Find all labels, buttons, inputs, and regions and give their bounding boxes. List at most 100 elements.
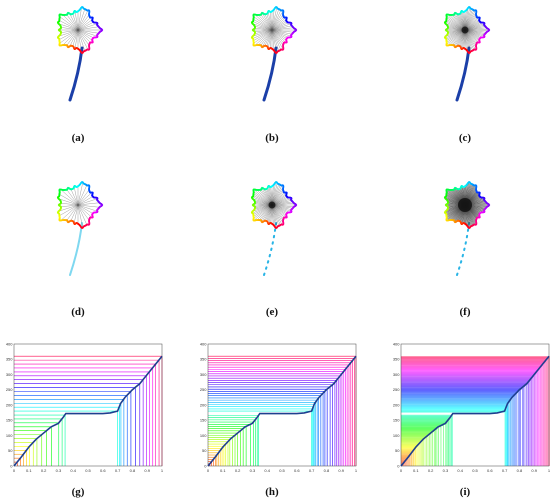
x-tick-label: 0.2 xyxy=(235,468,241,473)
panel-caption-g: (g) xyxy=(71,486,85,498)
leaf-panel-b xyxy=(250,6,298,102)
plot-frame xyxy=(207,343,357,467)
x-tick-label: 1 xyxy=(355,468,358,473)
x-tick-label: 0.2 xyxy=(41,468,47,473)
panel-caption-i: (i) xyxy=(459,486,471,498)
leaf-outline xyxy=(443,6,491,54)
x-tick-label: 0.7 xyxy=(502,468,508,473)
y-tick-label: 50 xyxy=(8,448,13,453)
y-tick-label: 200 xyxy=(200,402,207,407)
x-tick-label: 0.8 xyxy=(130,468,136,473)
x-tick-label: 0.1 xyxy=(413,468,419,473)
y-tick-label: 50 xyxy=(395,448,400,453)
x-tick-label: 0.1 xyxy=(220,468,226,473)
leaf-stem xyxy=(455,46,471,102)
step-plot-g: 0 0.1 0.2 0.3 0.4 0.5 0.6 0.7 0.8 0.9 1 0 50 100 150 20… xyxy=(6,341,164,473)
cumulative-curve xyxy=(400,355,550,467)
leaf-outline xyxy=(250,6,298,54)
x-tick-label: 0 xyxy=(13,468,16,473)
x-tick-label: 0.9 xyxy=(144,468,150,473)
y-tick-label: 300 xyxy=(6,372,13,377)
y-tick-label: 300 xyxy=(200,372,207,377)
x-tick-label: 0.6 xyxy=(487,468,493,473)
y-tick-label: 0 xyxy=(10,463,13,468)
leaf-panel-f xyxy=(443,181,491,276)
x-tick-label: 0.9 xyxy=(531,468,537,473)
y-tick-label: 100 xyxy=(200,433,207,438)
projection-lines xyxy=(401,356,550,467)
x-tick-label: 1 xyxy=(161,468,164,473)
y-tick-label: 50 xyxy=(202,448,207,453)
panel-caption-c: (c) xyxy=(458,132,472,144)
leaf-rays xyxy=(58,7,103,53)
panel-caption-a: (a) xyxy=(71,132,85,144)
y-tick-label: 150 xyxy=(393,418,400,423)
leaf-outline xyxy=(56,6,104,54)
y-tick-label: 350 xyxy=(6,357,13,362)
y-tick-label: 0 xyxy=(397,463,400,468)
step-plot-i: 0 0.1 0.2 0.3 0.4 0.5 0.6 0.7 0.8 0.9 1 0 50 100 150 20… xyxy=(393,341,550,473)
panel-caption-h: (h) xyxy=(265,486,279,498)
x-tick-label: 0.5 xyxy=(279,468,285,473)
x-tick-label: 0.4 xyxy=(70,468,76,473)
leaf-rays xyxy=(445,7,489,53)
x-tick-label: 0.4 xyxy=(264,468,270,473)
x-tick-label: 0.7 xyxy=(115,468,121,473)
y-tick-label: 300 xyxy=(393,372,400,377)
projection-lines xyxy=(208,355,357,466)
y-tick-label: 100 xyxy=(393,433,400,438)
leaf-stem xyxy=(69,222,83,276)
x-tick-label: 0 xyxy=(207,468,210,473)
leaf-outline xyxy=(250,181,298,229)
y-tick-label: 400 xyxy=(6,341,13,346)
y-tick-label: 150 xyxy=(200,418,207,423)
x-tick-label: 0.3 xyxy=(250,468,256,473)
y-tick-label: 400 xyxy=(200,341,207,346)
y-tick-label: 200 xyxy=(393,402,400,407)
x-tick-label: 0.2 xyxy=(428,468,434,473)
plot-frame xyxy=(400,343,550,467)
x-tick-label: 0.8 xyxy=(517,468,523,473)
x-tick-label: 0.5 xyxy=(85,468,91,473)
leaf-center-blob xyxy=(461,26,469,34)
projection-lines xyxy=(14,355,163,466)
panel-caption-b: (b) xyxy=(265,132,279,144)
x-tick-label: 0 xyxy=(400,468,403,473)
y-tick-label: 250 xyxy=(200,387,207,392)
y-tick-label: 400 xyxy=(393,341,400,346)
leaf-panel-d xyxy=(56,181,104,276)
y-tick-label: 250 xyxy=(6,387,13,392)
leaf-center-blob xyxy=(458,198,472,212)
x-tick-label: 0.3 xyxy=(56,468,62,473)
x-tick-label: 0.9 xyxy=(338,468,344,473)
leaf-stem xyxy=(262,46,278,102)
y-tick-label: 250 xyxy=(393,387,400,392)
panel-caption-d: (d) xyxy=(71,306,85,318)
step-plot-h: 0 0.1 0.2 0.3 0.4 0.5 0.6 0.7 0.8 0.9 1 0 50 100 150 20… xyxy=(200,341,358,473)
leaf-stem xyxy=(456,222,470,276)
y-tick-label: 0 xyxy=(204,463,207,468)
panel-caption-f: (f) xyxy=(459,306,471,318)
x-tick-label: 1 xyxy=(548,468,550,473)
cumulative-curve xyxy=(207,355,357,467)
y-tick-label: 200 xyxy=(6,402,13,407)
cumulative-curve xyxy=(13,355,163,467)
leaf-stem xyxy=(263,222,277,276)
x-tick-label: 0.5 xyxy=(472,468,478,473)
leaf-panel-c xyxy=(443,6,491,102)
y-tick-label: 150 xyxy=(6,418,13,423)
x-tick-label: 0.6 xyxy=(100,468,106,473)
x-tick-label: 0.3 xyxy=(443,468,449,473)
x-tick-label: 0.8 xyxy=(324,468,330,473)
y-tick-label: 350 xyxy=(200,357,207,362)
x-tick-label: 0.4 xyxy=(457,468,463,473)
panel-caption-e: (e) xyxy=(265,306,279,318)
leaf-stem xyxy=(68,46,84,102)
leaf-outline xyxy=(443,181,491,229)
leaf-rays xyxy=(252,7,297,53)
plot-frame xyxy=(13,343,163,467)
leaf-outline xyxy=(56,181,104,229)
x-tick-label: 0.1 xyxy=(26,468,32,473)
x-tick-label: 0.6 xyxy=(294,468,300,473)
leaf-rays xyxy=(58,182,100,228)
